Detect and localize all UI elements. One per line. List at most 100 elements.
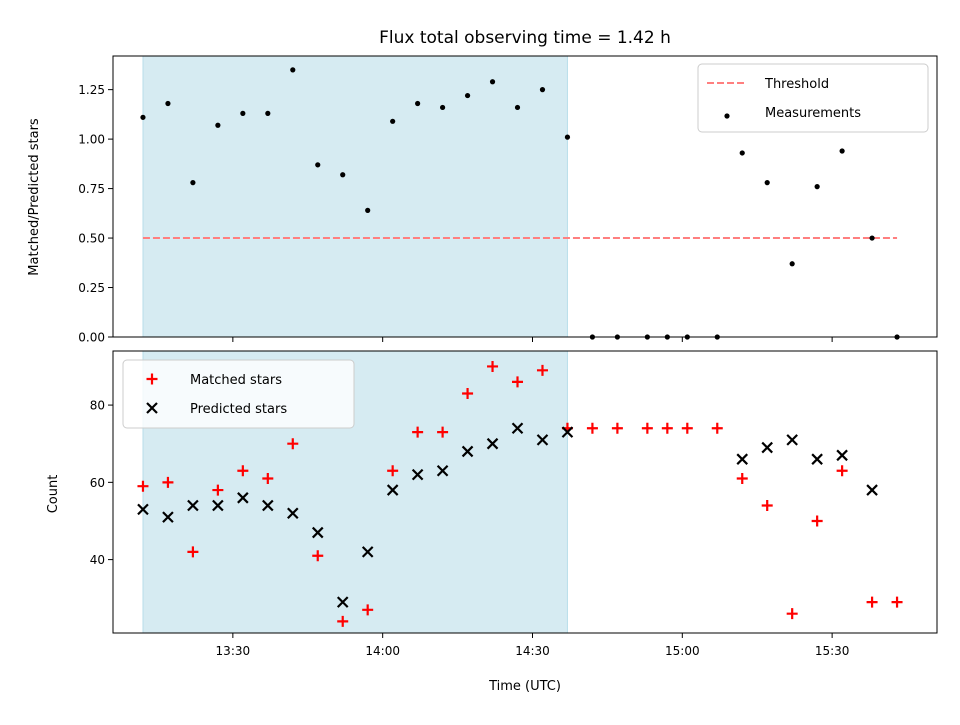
- measurements-point: [539, 87, 546, 93]
- y-tick-label: 0.75: [78, 182, 105, 196]
- matched-stars-point: [187, 546, 199, 558]
- legend-swatch-predicted-stars: [146, 402, 158, 414]
- legend-swatch-matched-stars: [146, 373, 158, 385]
- measurements-point: [190, 180, 196, 186]
- top-y-axis-label: Matched/Predicted stars: [27, 118, 42, 276]
- predicted-stars-point: [162, 511, 174, 523]
- predicted-stars-point: [811, 453, 823, 465]
- measurements-point: [365, 207, 371, 213]
- predicted-stars-point: [311, 526, 324, 539]
- matched-stars-point: [487, 360, 499, 372]
- matched-stars-point: [237, 465, 249, 477]
- x-tick-label: 13:30: [216, 644, 251, 658]
- predicted-stars-point: [237, 492, 249, 504]
- legend-label-matched-stars: Matched stars: [190, 373, 282, 388]
- matched-stars-point: [287, 438, 299, 450]
- y-tick-label: 80: [90, 399, 105, 413]
- measurements-point: [390, 118, 396, 124]
- matched-stars-point: [536, 364, 548, 376]
- predicted-stars-point: [536, 434, 549, 446]
- matched-stars-point: [736, 472, 748, 484]
- predicted-stars-point: [137, 503, 149, 516]
- measurements-point: [789, 261, 795, 267]
- measurements-point: [839, 148, 845, 154]
- predicted-stars-point: [187, 499, 199, 512]
- legend-swatch-measurements: [724, 113, 730, 119]
- predicted-stars-point: [761, 441, 773, 454]
- matched-stars-point: [836, 465, 848, 477]
- y-tick-label: 0.00: [78, 331, 105, 345]
- x-tick-label: 15:00: [665, 644, 700, 658]
- matched-stars-point: [786, 608, 798, 620]
- predicted-stars-point: [461, 445, 474, 458]
- y-tick-label: 1.25: [78, 83, 105, 97]
- x-tick-label: 14:00: [365, 644, 400, 658]
- measurements-point: [240, 110, 246, 116]
- plot-frame: [112, 350, 938, 634]
- measurements-point: [764, 180, 770, 186]
- legend-box: [122, 359, 355, 429]
- matched-stars-point: [387, 465, 399, 477]
- measurements-point: [489, 79, 496, 85]
- matched-stars-point: [586, 422, 598, 434]
- matched-stars-point: [337, 615, 349, 627]
- matched-stars-point: [462, 387, 474, 399]
- predicted-stars-point: [866, 484, 878, 496]
- matched-stars-point: [262, 472, 274, 484]
- matched-stars-point: [811, 515, 823, 527]
- predicted-stars-point: [411, 468, 424, 481]
- y-tick-label: 1.00: [78, 133, 105, 147]
- matched-stars-point: [512, 376, 524, 388]
- chart-title: Flux total observing time = 1.42 h: [379, 28, 671, 48]
- observing-window-shade: [142, 55, 568, 338]
- y-tick-label: 0.50: [78, 232, 105, 246]
- matched-stars-point: [437, 426, 449, 438]
- matched-stars-point: [761, 500, 773, 512]
- bottom-panel: 40 60 80 13:30 14:00 14:30 15:00 15:30 Matched s…: [90, 350, 938, 658]
- legend: Threshold Measurements: [697, 63, 929, 133]
- y-tick-label: 0.25: [78, 281, 105, 295]
- predicted-stars-point: [486, 437, 499, 450]
- legend-label-threshold: Threshold: [764, 77, 829, 92]
- matched-stars-point: [362, 604, 374, 616]
- plot-frame: [112, 55, 938, 338]
- matched-stars-point: [312, 550, 324, 562]
- y-tick-label: 40: [90, 553, 105, 567]
- y-tick-label: 60: [90, 476, 105, 490]
- predicted-stars-point: [436, 464, 449, 477]
- matched-stars-point: [661, 422, 673, 434]
- predicted-stars-point: [736, 453, 749, 465]
- matched-stars-point: [412, 426, 424, 438]
- predicted-stars-point: [212, 499, 224, 512]
- matched-stars-point: [681, 422, 693, 434]
- measurements-point: [564, 134, 571, 140]
- measurements-point: [315, 162, 321, 168]
- predicted-stars-point: [336, 596, 349, 608]
- measurements-point: [464, 92, 471, 99]
- predicted-stars-point: [511, 422, 524, 435]
- measurements-point: [290, 67, 296, 73]
- measurements-point: [265, 110, 271, 116]
- legend-label-predicted-stars: Predicted stars: [190, 402, 287, 417]
- measurements-point: [739, 150, 745, 156]
- measurements-point: [869, 235, 875, 241]
- bottom-y-axis-label: Count: [46, 475, 61, 514]
- predicted-stars-point: [386, 484, 399, 496]
- matched-stars-point: [866, 596, 878, 608]
- x-axis-label: Time (UTC): [488, 679, 561, 694]
- x-tick-label: 14:30: [515, 644, 550, 658]
- measurements-point: [415, 100, 421, 107]
- measurements-point: [215, 122, 221, 128]
- legend-box: [697, 63, 929, 133]
- predicted-stars-point: [561, 426, 574, 438]
- matched-stars-point: [611, 422, 623, 434]
- x-tick-label: 15:30: [815, 644, 850, 658]
- matched-stars-point: [641, 422, 653, 434]
- legend-label-measurements: Measurements: [765, 106, 861, 121]
- predicted-stars-point: [287, 507, 299, 520]
- measurements-point: [514, 104, 521, 111]
- measurements-point: [440, 104, 446, 111]
- measurements-point: [140, 114, 146, 120]
